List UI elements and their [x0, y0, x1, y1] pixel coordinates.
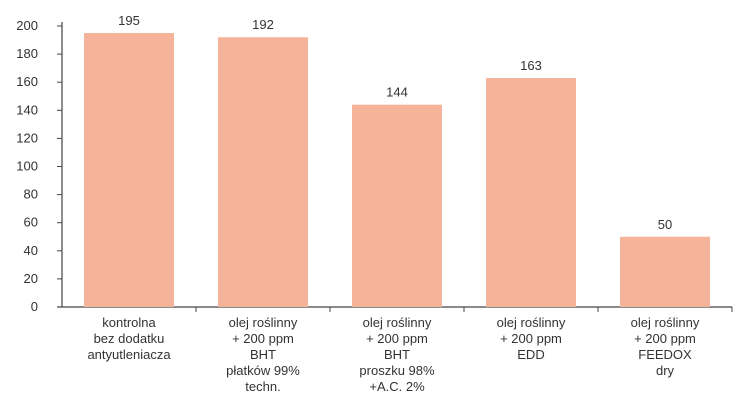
category-label-line: proszku 98%	[359, 363, 435, 378]
category-label-line: EDD	[517, 347, 544, 362]
category-label: olej roślinny + 200 ppm BHT proszku 98% +A.C…	[359, 315, 435, 394]
category-label-line: olej roślinny	[631, 315, 700, 330]
category-label-line: + 200 ppm	[366, 331, 428, 346]
category-label-line: BHT	[250, 347, 276, 362]
value-labels: 195 192 144 163 50	[118, 13, 672, 232]
category-label-line: + 200 ppm	[634, 331, 696, 346]
category-label-line: +A.C. 2%	[369, 379, 425, 394]
bar-value-label: 144	[386, 85, 408, 100]
y-axis: 0 20 40 60 80 100 120 140 160 180 200	[16, 18, 63, 314]
category-label-line: bez dodatku	[94, 331, 165, 346]
y-tick-label: 120	[16, 130, 38, 145]
category-label: olej roślinny + 200 ppm FEEDOX dry	[631, 315, 700, 378]
category-label: kontrolna bez dodatku antyutleniacza	[87, 315, 171, 362]
bar-value-label: 50	[658, 217, 672, 232]
y-tick-label: 0	[31, 299, 38, 314]
category-label: olej roślinny + 200 ppm BHT płatków 99% tech…	[226, 315, 300, 394]
category-label-line: kontrolna	[102, 315, 156, 330]
y-tick-label: 80	[24, 187, 38, 202]
bar	[352, 104, 442, 308]
y-tick-label: 200	[16, 18, 38, 33]
category-label-line: techn.	[245, 379, 280, 394]
bar-value-label: 163	[520, 58, 542, 73]
category-label-line: FEEDOX	[638, 347, 692, 362]
y-tick-label: 60	[24, 215, 38, 230]
y-tick-label: 100	[16, 159, 38, 174]
y-tick-label: 160	[16, 74, 38, 89]
bar-value-label: 195	[118, 13, 140, 28]
category-label-line: + 200 ppm	[232, 331, 294, 346]
category-label-line: olej roślinny	[229, 315, 298, 330]
x-axis	[57, 306, 733, 312]
y-tick-label: 180	[16, 46, 38, 61]
category-label-line: płatków 99%	[226, 363, 300, 378]
category-label-line: antyutleniacza	[87, 347, 171, 362]
category-label-line: olej roślinny	[497, 315, 566, 330]
category-label-line: + 200 ppm	[500, 331, 562, 346]
category-label-line: olej roślinny	[363, 315, 432, 330]
bar	[486, 77, 576, 307]
category-label-line: BHT	[384, 347, 410, 362]
category-label: olej roślinny + 200 ppm EDD	[497, 315, 566, 362]
bar-value-label: 192	[252, 17, 274, 32]
category-label-line: dry	[656, 363, 675, 378]
y-tick-label: 140	[16, 102, 38, 117]
bars	[84, 33, 710, 308]
bar	[84, 33, 174, 308]
y-tick-label: 20	[24, 271, 38, 286]
y-tick-label: 40	[24, 243, 38, 258]
bar	[620, 236, 710, 307]
category-labels: kontrolna bez dodatku antyutleniacza olej r…	[87, 315, 699, 394]
bar	[218, 37, 308, 308]
